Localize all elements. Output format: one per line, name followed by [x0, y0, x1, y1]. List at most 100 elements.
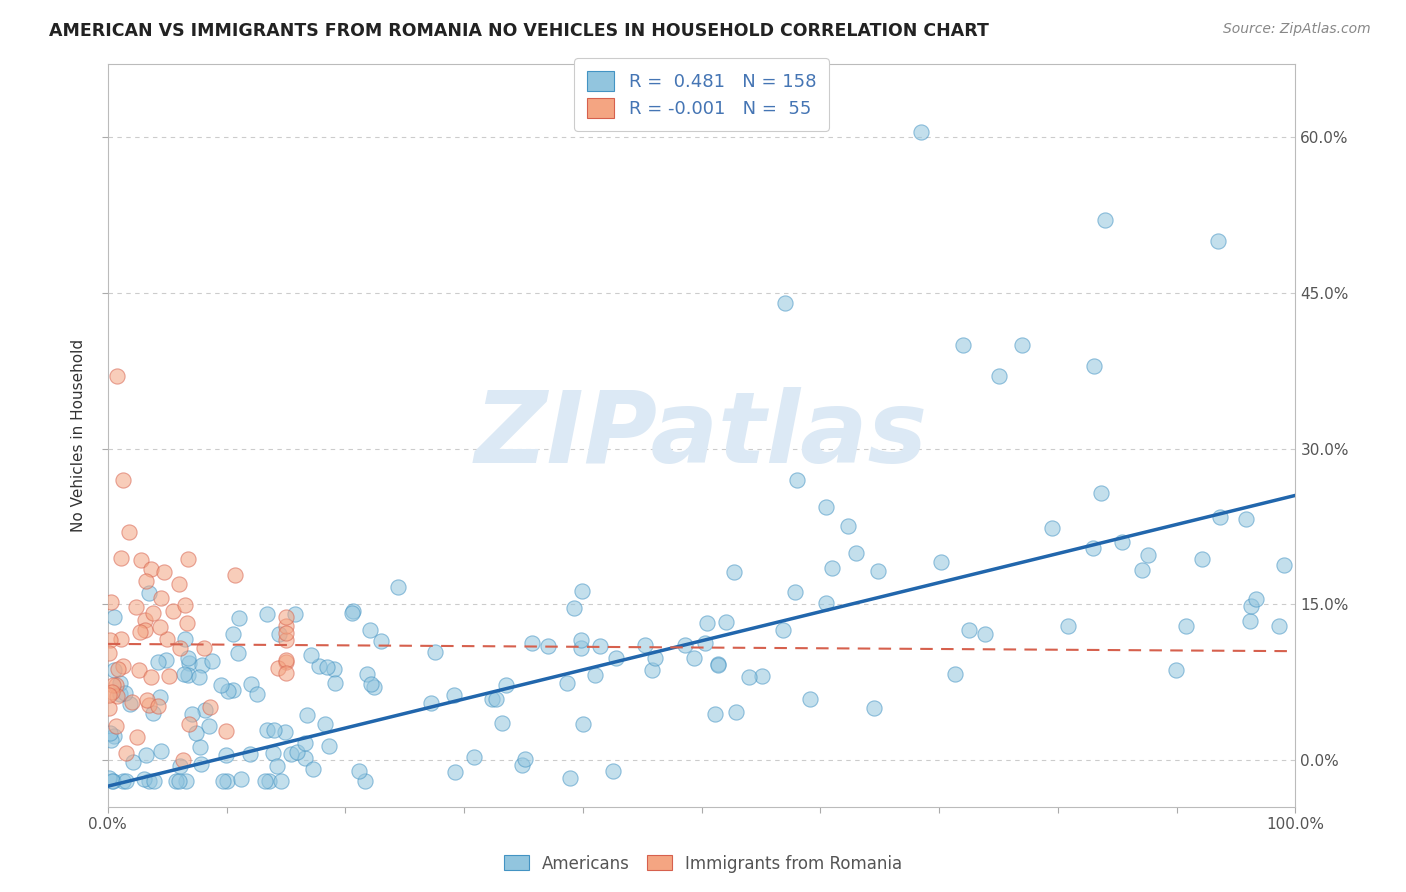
Point — [356, 667, 378, 681]
Point — [132, 772, 155, 787]
Point — [105, 689, 128, 703]
Point — [152, 566, 174, 580]
Point — [138, 586, 160, 600]
Point — [491, 716, 513, 731]
Point — [1240, 599, 1263, 613]
Point — [1111, 535, 1133, 549]
Point — [169, 640, 191, 655]
Point — [673, 639, 696, 653]
Point — [98, 688, 121, 702]
Point — [135, 747, 157, 762]
Point — [209, 678, 232, 692]
Point — [172, 753, 194, 767]
Point — [495, 678, 517, 692]
Point — [443, 688, 465, 702]
Point — [1244, 591, 1267, 606]
Point — [115, 774, 138, 789]
Point — [134, 614, 156, 628]
Point — [177, 650, 200, 665]
Point — [274, 632, 297, 647]
Point — [723, 565, 745, 579]
Point — [274, 653, 297, 667]
Point — [103, 610, 125, 624]
Point — [217, 683, 239, 698]
Point — [215, 748, 238, 763]
Point — [143, 774, 166, 789]
Point — [974, 626, 997, 640]
Point — [103, 729, 125, 743]
Point — [180, 706, 202, 721]
Point — [1081, 541, 1104, 555]
Point — [105, 678, 128, 692]
Point — [363, 680, 385, 694]
Point — [114, 746, 136, 760]
Point — [354, 773, 377, 788]
Point — [224, 568, 246, 582]
Point — [863, 701, 886, 715]
Point — [121, 756, 143, 770]
Point — [294, 736, 316, 750]
Point — [167, 774, 190, 789]
Point — [101, 685, 124, 699]
Point — [222, 682, 245, 697]
Point — [738, 670, 761, 684]
Point — [297, 708, 319, 723]
Point — [226, 647, 249, 661]
Point — [173, 666, 195, 681]
Point — [239, 677, 262, 691]
Point — [176, 616, 198, 631]
Point — [274, 655, 297, 669]
Point — [177, 552, 200, 566]
Point — [198, 718, 221, 732]
Point — [299, 648, 322, 663]
Point — [821, 561, 844, 575]
Point — [1083, 359, 1105, 373]
Point — [1234, 512, 1257, 526]
Point — [513, 751, 536, 765]
Point — [1040, 521, 1063, 535]
Point — [707, 658, 730, 673]
Text: ZIPatlas: ZIPatlas — [475, 387, 928, 484]
Point — [120, 698, 142, 712]
Point — [510, 757, 533, 772]
Point — [97, 646, 120, 660]
Point — [229, 772, 252, 787]
Point — [100, 595, 122, 609]
Point — [100, 774, 122, 789]
Point — [301, 762, 323, 776]
Point — [138, 774, 160, 789]
Point — [263, 723, 285, 738]
Point — [751, 669, 773, 683]
Point — [139, 670, 162, 684]
Point — [111, 774, 134, 789]
Point — [1268, 618, 1291, 632]
Point — [703, 706, 725, 721]
Point — [589, 639, 612, 653]
Point — [174, 632, 197, 646]
Point — [443, 765, 465, 780]
Point — [105, 368, 128, 383]
Point — [837, 518, 859, 533]
Point — [128, 624, 150, 639]
Point — [138, 698, 160, 712]
Point — [274, 609, 297, 624]
Point — [959, 623, 981, 637]
Point — [360, 676, 382, 690]
Point — [257, 774, 280, 789]
Point — [266, 758, 288, 772]
Point — [294, 751, 316, 765]
Point — [1191, 552, 1213, 566]
Point — [315, 660, 337, 674]
Point — [707, 657, 730, 672]
Point — [103, 663, 125, 677]
Point — [423, 645, 446, 659]
Point — [318, 739, 340, 753]
Point — [139, 562, 162, 576]
Point — [228, 611, 250, 625]
Point — [193, 640, 215, 655]
Point — [602, 764, 624, 778]
Point — [714, 615, 737, 629]
Point — [484, 692, 506, 706]
Point — [1164, 663, 1187, 677]
Point — [605, 650, 627, 665]
